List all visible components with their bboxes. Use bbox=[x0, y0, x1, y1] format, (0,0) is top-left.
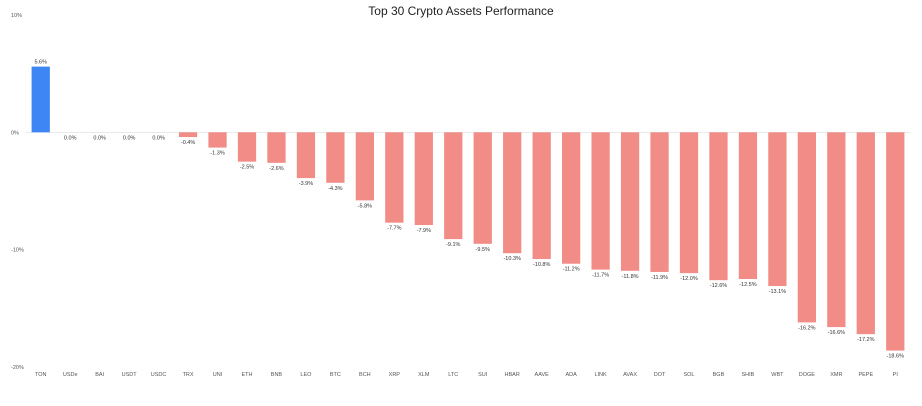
bar-avax bbox=[620, 132, 640, 271]
data-label: 0.0% bbox=[123, 135, 136, 141]
data-label: -9.5% bbox=[476, 247, 490, 253]
category-label: UNI bbox=[213, 372, 223, 378]
data-label: -13.1% bbox=[769, 289, 787, 295]
data-label: -5.8% bbox=[358, 203, 372, 209]
category-label: XRP bbox=[389, 372, 401, 378]
y-axis-ticks: 10% 0% -10% -20% bbox=[11, 13, 24, 371]
category-label: LINK bbox=[594, 372, 607, 378]
bar-eth bbox=[237, 132, 257, 162]
bar-bch bbox=[355, 132, 375, 201]
category-label: LEO bbox=[300, 372, 312, 378]
bar-sol bbox=[679, 132, 699, 274]
category-label: DOT bbox=[654, 372, 666, 378]
bar-xlm bbox=[414, 132, 433, 226]
data-label: -16.2% bbox=[798, 325, 816, 331]
data-label: -1.3% bbox=[210, 151, 224, 157]
bar-xrp bbox=[385, 132, 404, 223]
bar-doge bbox=[797, 132, 817, 323]
data-label: -2.6% bbox=[269, 166, 283, 172]
category-label: XLM bbox=[418, 372, 430, 378]
chart-title: Top 30 Crypto Assets Performance bbox=[368, 4, 554, 18]
category-label: LTC bbox=[448, 372, 458, 378]
data-label: -10.3% bbox=[503, 256, 521, 262]
data-label: -11.7% bbox=[592, 273, 609, 279]
bar-link bbox=[591, 132, 610, 270]
category-label: TON bbox=[35, 372, 47, 378]
bars bbox=[31, 66, 905, 351]
data-label: -2.5% bbox=[240, 165, 254, 171]
data-label: -11.9% bbox=[651, 275, 668, 281]
bar-sui bbox=[473, 132, 492, 244]
data-label: -7.7% bbox=[387, 226, 401, 232]
bar-ton bbox=[31, 66, 50, 133]
data-label: 0.0% bbox=[64, 135, 77, 141]
data-label: 0.0% bbox=[93, 135, 106, 141]
data-label: 0.0% bbox=[152, 135, 165, 141]
data-labels: 5.6% 0.0% 0.0% 0.0% 0.0% -0.4% -1.3% -2.5% -2.6%… bbox=[34, 60, 904, 360]
bar-xmr bbox=[827, 132, 846, 328]
category-label: PEPE bbox=[858, 372, 873, 378]
data-label: 5.6% bbox=[34, 60, 47, 66]
bar-pepe bbox=[856, 132, 875, 335]
data-label: -4.3% bbox=[328, 186, 342, 192]
category-label: ETH bbox=[242, 372, 253, 378]
category-label: BGB bbox=[713, 372, 725, 378]
bar-uni bbox=[208, 132, 227, 148]
data-label: -12.0% bbox=[680, 276, 698, 282]
data-label: -10.8% bbox=[533, 262, 551, 268]
category-label: ADA bbox=[565, 372, 577, 378]
category-label: USDe bbox=[63, 372, 78, 378]
category-label: TRX bbox=[183, 372, 194, 378]
bar-bgb bbox=[709, 132, 728, 281]
data-label: -7.9% bbox=[417, 228, 431, 234]
data-label: -0.4% bbox=[181, 140, 195, 146]
bar-pi bbox=[886, 132, 905, 351]
y-tick-label: 10% bbox=[11, 13, 22, 19]
data-label: -3.9% bbox=[299, 181, 313, 187]
category-label: HBAR bbox=[505, 372, 520, 378]
y-tick-label: -20% bbox=[11, 365, 24, 371]
data-label: -17.2% bbox=[857, 337, 875, 343]
data-label: -11.2% bbox=[563, 267, 580, 273]
category-label: SHIB bbox=[742, 372, 755, 378]
data-label: -12.5% bbox=[739, 282, 757, 288]
bar-bnb bbox=[267, 132, 286, 163]
data-label: -18.6% bbox=[887, 354, 905, 360]
bar-hbar bbox=[503, 132, 522, 254]
data-label: -12.6% bbox=[710, 283, 728, 289]
category-label: XMR bbox=[830, 372, 842, 378]
category-label: USDC bbox=[151, 372, 167, 378]
category-label: BAI bbox=[95, 372, 104, 378]
category-label: BCH bbox=[359, 372, 371, 378]
category-label: BTC bbox=[330, 372, 341, 378]
bar-dot bbox=[650, 132, 669, 272]
category-label: AAVE bbox=[535, 372, 550, 378]
category-label: BNB bbox=[271, 372, 283, 378]
y-tick-label: -10% bbox=[11, 248, 24, 254]
category-label: PI bbox=[893, 372, 899, 378]
bar-ltc bbox=[444, 132, 463, 240]
category-label: DOGE bbox=[799, 372, 816, 378]
category-label: WBT bbox=[771, 372, 784, 378]
category-label: USDT bbox=[122, 372, 138, 378]
data-label: -11.8% bbox=[622, 274, 639, 280]
bar-btc bbox=[326, 132, 345, 183]
bar-trx bbox=[178, 132, 198, 138]
category-labels: TON USDe BAI USDT USDC TRX UNI ETH BNB LEO BTC BCH X… bbox=[35, 372, 898, 378]
bar-wbt bbox=[768, 132, 787, 287]
category-label: AVAX bbox=[623, 372, 637, 378]
bar-ada bbox=[561, 132, 581, 264]
data-label: -9.1% bbox=[446, 242, 460, 248]
bar-shib bbox=[738, 132, 758, 279]
bar-leo bbox=[296, 132, 316, 179]
category-label: SOL bbox=[683, 372, 694, 378]
y-tick-label: 0% bbox=[11, 130, 19, 136]
data-label: -16.6% bbox=[828, 330, 846, 336]
category-label: SUI bbox=[478, 372, 488, 378]
bar-aave bbox=[532, 132, 551, 260]
